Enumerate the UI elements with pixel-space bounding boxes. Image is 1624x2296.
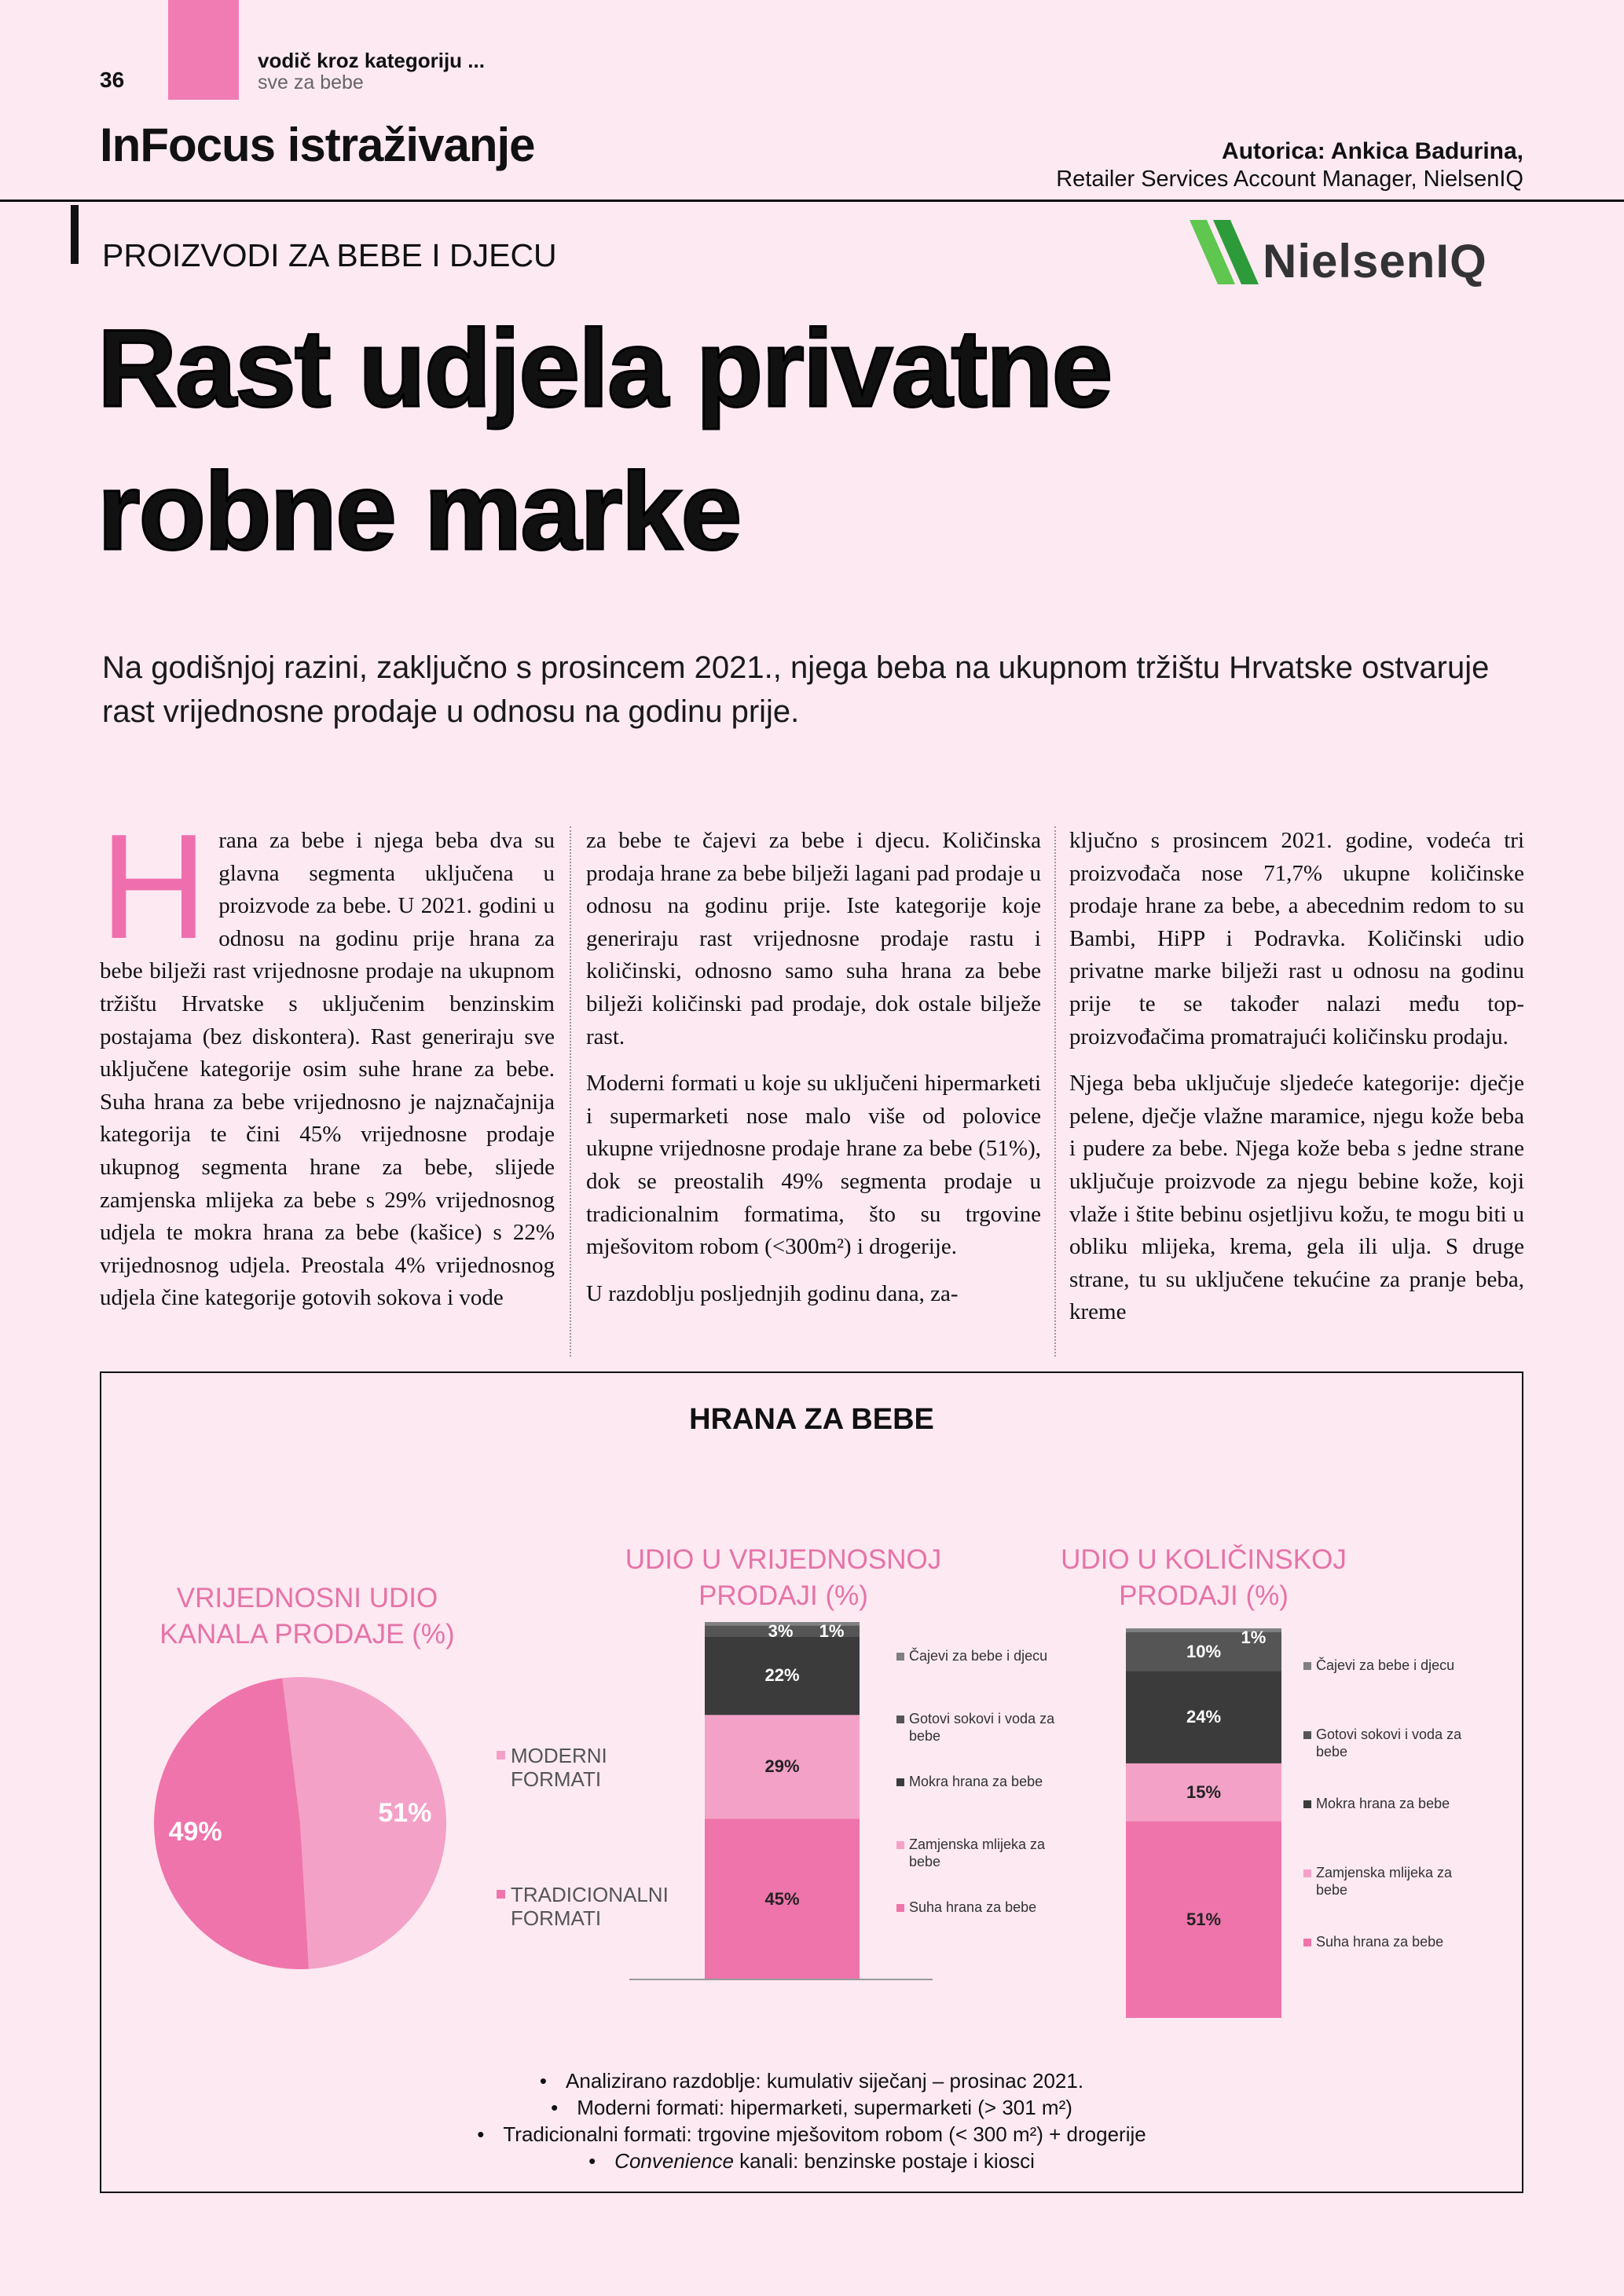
segment-label: 1% <box>819 1621 845 1641</box>
legend-label: Suha hrana za bebe <box>1316 1934 1444 1950</box>
bar-segment <box>705 1636 860 1716</box>
legend-swatch <box>1303 1731 1311 1739</box>
rubric: InFocus istraživanje <box>100 119 536 171</box>
note: Moderni formati: hipermarketi, supermark… <box>100 2096 1523 2120</box>
logo-text: NielsenIQ <box>1263 235 1487 287</box>
legend-label: Suha hrana za bebe <box>909 1899 1037 1915</box>
legend-label: Gotovi sokovi i voda za bebe <box>1316 1727 1462 1760</box>
note: Tradicionalni formati: trgovine mješovit… <box>100 2122 1523 2147</box>
drop-cap: H <box>100 825 208 970</box>
segment-label: 45% <box>764 1888 800 1909</box>
legend-swatch <box>1303 1800 1311 1808</box>
legend-label: Mokra hrana za bebe <box>909 1774 1043 1789</box>
segment-label: 22% <box>764 1665 800 1686</box>
column-rule <box>1054 826 1056 1357</box>
chart-title: VRIJEDNOSNI UDIO KANALA PRODAJE (%) <box>159 1583 455 1650</box>
bar-segment <box>705 1818 860 1979</box>
bar-segment <box>1126 1632 1281 1672</box>
author: Autorica: Ankica Badurina, <box>1222 138 1523 164</box>
legend-label: Gotovi sokovi i voda za bebe <box>909 1711 1055 1744</box>
legend-label: Zamjenska mlijeka za bebe <box>1316 1865 1453 1898</box>
segment-label: 15% <box>1186 1782 1222 1802</box>
legend-swatch <box>896 1841 904 1849</box>
legend-swatch <box>1303 1869 1311 1877</box>
legend-label: Čajevi za bebe i djecu <box>909 1648 1048 1664</box>
segment-label: 51% <box>1186 1909 1222 1929</box>
bar-segment <box>1126 1821 1281 2018</box>
kicker-sub: sve za bebe <box>258 71 364 93</box>
author-role: Retailer Services Account Manager, Niels… <box>1056 167 1523 192</box>
segment-label: 29% <box>764 1756 800 1777</box>
segment-label: 3% <box>768 1621 794 1641</box>
segment-label: 10% <box>1186 1641 1222 1661</box>
bar-segment <box>1126 1671 1281 1763</box>
legend-swatch <box>497 1751 505 1760</box>
pie-slice <box>282 1676 447 1969</box>
chart-title: UDIO U VRIJEDNOSNOJ PRODAJI (%) <box>625 1544 942 1611</box>
headline-line: robne marke <box>96 449 742 574</box>
paragraph: za bebe te čajevi za bebe i djecu. Količ… <box>586 828 1041 1049</box>
article-column: za bebe te čajevi za bebe i djecu. Količ… <box>586 825 1041 1353</box>
legend-label: TRADICIONALNI FORMATI <box>511 1883 669 1930</box>
legend-swatch <box>1303 1939 1311 1946</box>
bar-segment <box>1126 1763 1281 1822</box>
note: Analizirano razdoblje: kumulativ siječan… <box>100 2069 1523 2093</box>
paragraph: Njega beba uključuje sljedeće kategorije… <box>1069 1071 1524 1325</box>
pie-slice <box>154 1678 310 1969</box>
note-em: Convenience <box>614 2149 734 2173</box>
chart-title: UDIO U KOLIČINSKOJ PRODAJI (%) <box>1061 1544 1347 1611</box>
bar-segment <box>1126 1628 1281 1632</box>
slice-label: 51% <box>378 1797 432 1828</box>
legend-swatch <box>1303 1662 1311 1670</box>
segment-label: 24% <box>1186 1707 1222 1727</box>
lead: Na godišnjoj razini, zaključno s prosinc… <box>102 650 1490 729</box>
paragraph: Moderni formati u koje su uključeni hipe… <box>586 1071 1041 1260</box>
kicker: vodič kroz kategoriju ... <box>258 49 485 72</box>
headline-line: Rast udjela privatne <box>96 306 1113 431</box>
segment-label: 1% <box>1241 1628 1267 1648</box>
bar-segment <box>705 1715 860 1819</box>
section-bar <box>71 205 79 264</box>
article-column: ključno s prosincem 2021. godine, vodeća… <box>1069 825 1524 1353</box>
pink-tab <box>168 0 239 100</box>
legend-swatch <box>896 1778 904 1786</box>
legend-label: Zamjenska mlijeka za bebe <box>909 1836 1046 1869</box>
paragraph: U razdoblju posljednjih godinu dana, za- <box>586 1280 959 1306</box>
legend-label: Čajevi za bebe i djecu <box>1316 1657 1455 1673</box>
legend-swatch <box>896 1653 904 1661</box>
legend-label: MODERNI FORMATI <box>511 1744 607 1791</box>
section: PROIZVODI ZA BEBE I DJECU <box>102 237 557 273</box>
legend-swatch <box>896 1904 904 1912</box>
page-number: 36 <box>100 68 125 92</box>
logo-icon <box>1190 220 1259 284</box>
note-text: kanali: benzinske postaje i kiosci <box>733 2149 1035 2173</box>
column-rule <box>570 826 571 1357</box>
note: Convenience kanali: benzinske postaje i … <box>100 2149 1523 2173</box>
header-rule <box>0 200 1624 202</box>
legend-swatch <box>896 1716 904 1723</box>
figure-title: HRANA ZA BEBE <box>689 1403 934 1436</box>
slice-label: 49% <box>168 1817 222 1847</box>
paragraph: ključno s prosincem 2021. godine, vodeća… <box>1069 828 1524 1049</box>
bar-segment <box>705 1622 860 1626</box>
figure-box <box>100 1371 1523 2193</box>
legend-swatch <box>497 1890 505 1899</box>
legend-label: Mokra hrana za bebe <box>1316 1796 1450 1811</box>
bar-segment <box>705 1625 860 1637</box>
